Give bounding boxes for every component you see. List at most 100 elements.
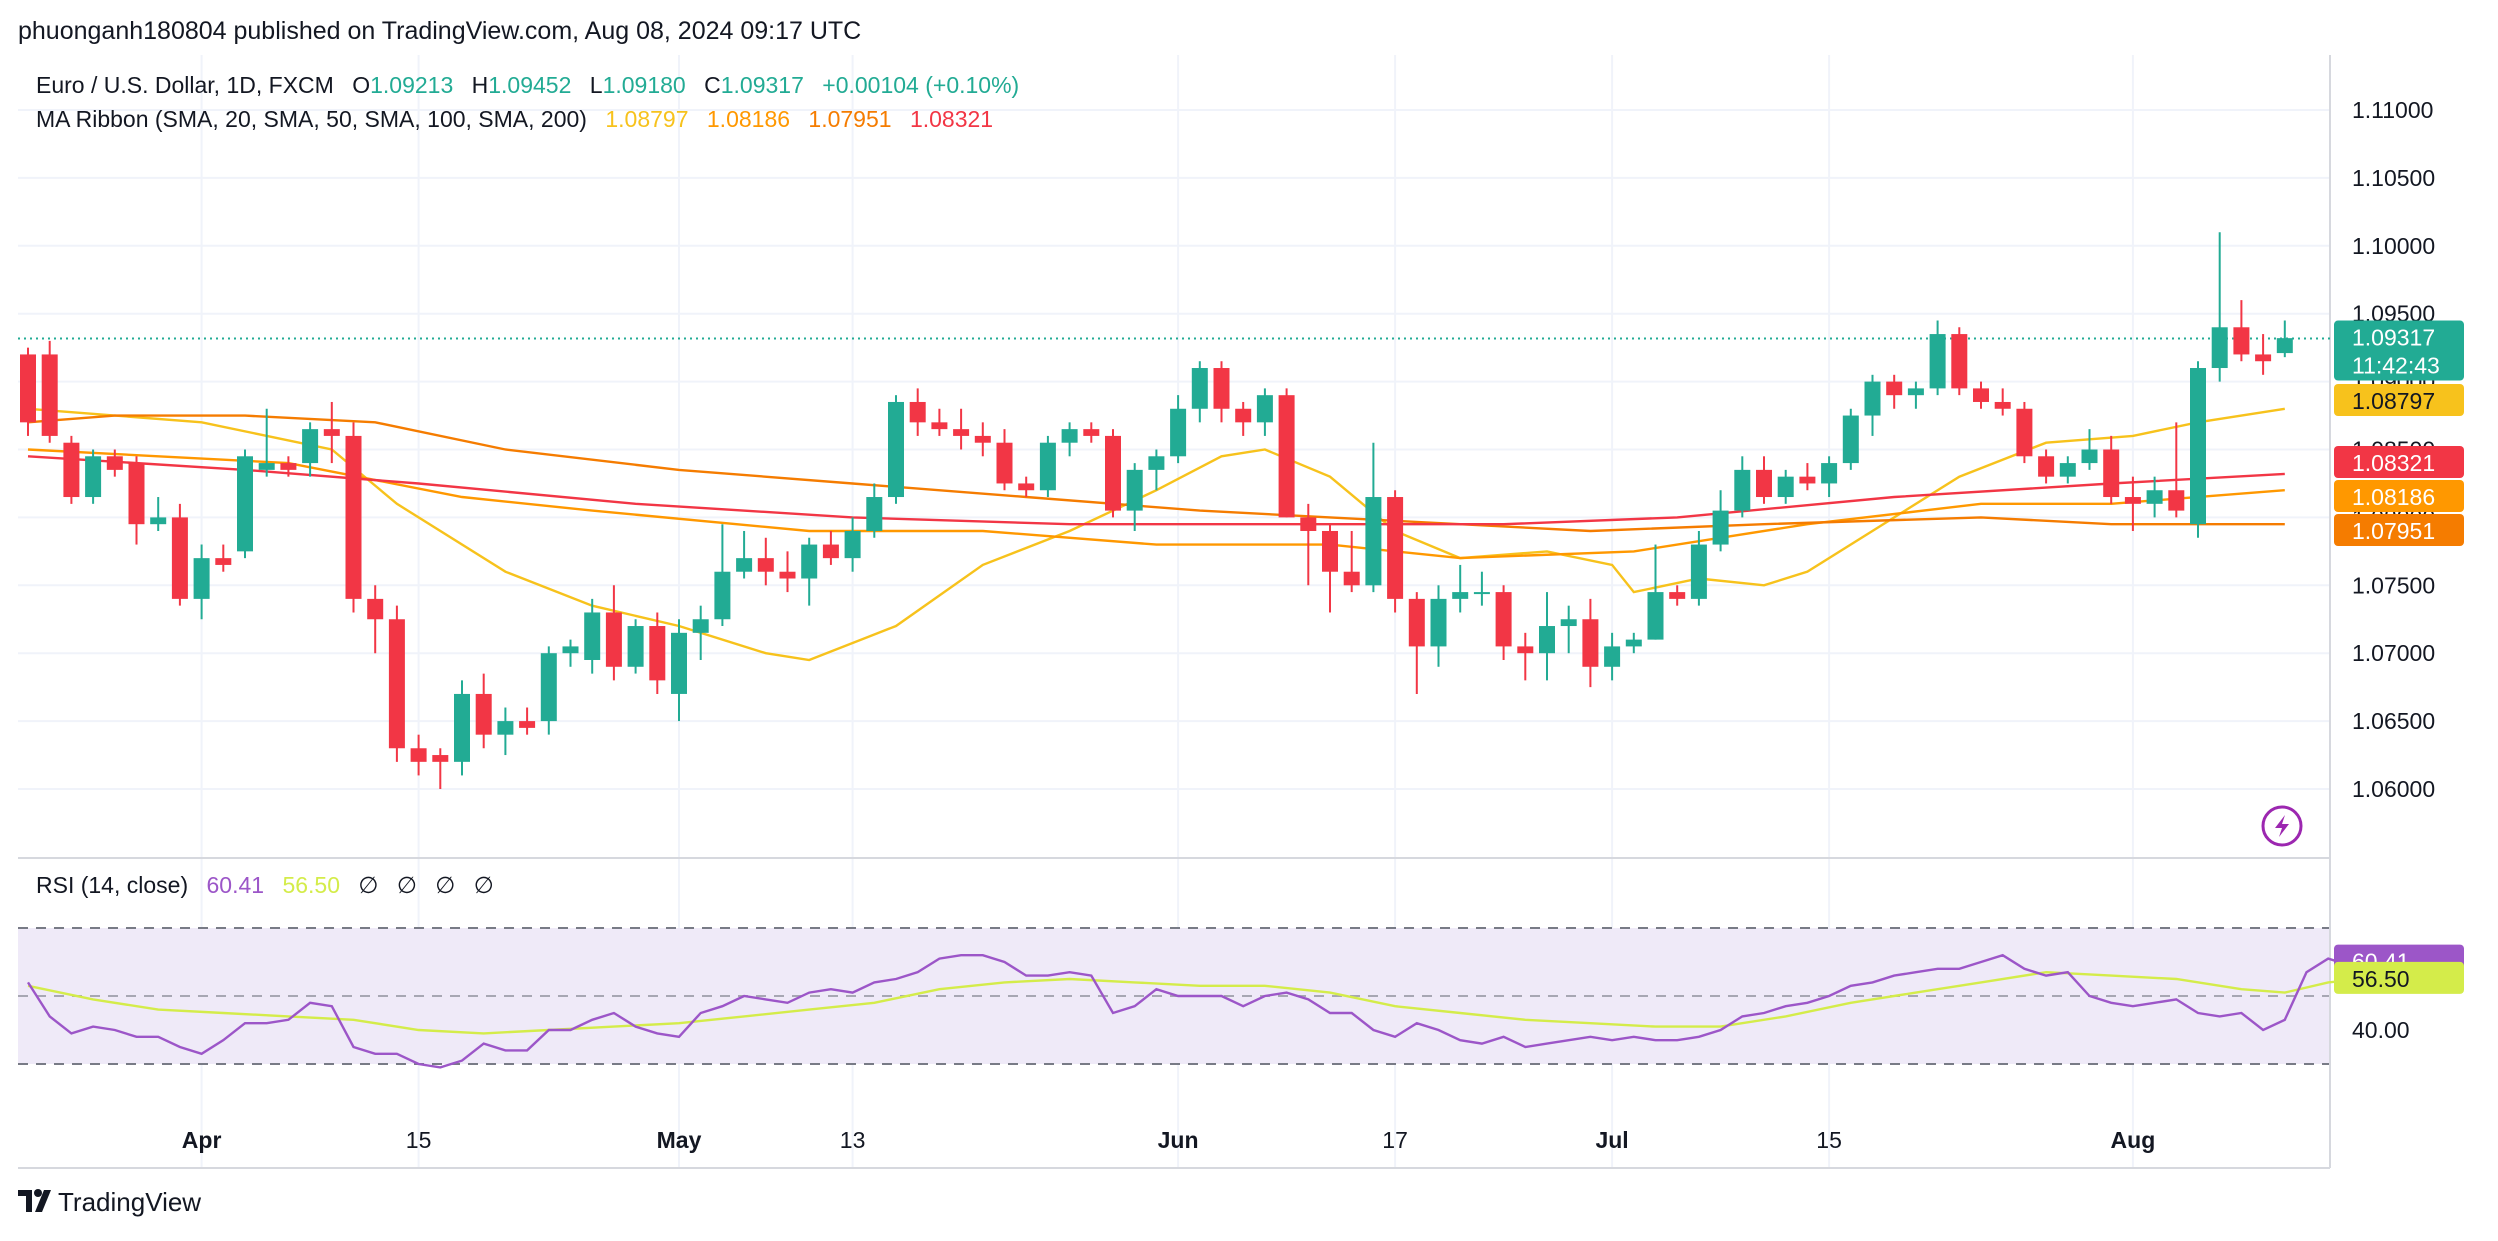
candle-body [63, 442, 80, 498]
candle-body [1994, 401, 2011, 409]
candle-body [1430, 598, 1447, 647]
candle-body [2016, 408, 2033, 457]
tradingview-logo[interactable] [18, 1189, 51, 1212]
candle-body [1061, 429, 1078, 443]
time-tick-label: 13 [840, 1127, 866, 1153]
rsi-ma-line [27, 970, 2394, 1035]
low-label: L [590, 72, 603, 98]
na-icon: ∅ [474, 872, 494, 898]
candle-body [1560, 619, 1577, 627]
candle-body [1517, 646, 1534, 654]
candle-body [497, 721, 514, 735]
candle-body [627, 626, 644, 667]
ma50-value: 1.08186 [707, 106, 790, 132]
candle-body [2255, 354, 2272, 362]
candle-body [1929, 334, 1946, 389]
price-tick-label: 1.10000 [2352, 233, 2435, 259]
candle-body [1582, 619, 1599, 667]
candle-body [1951, 334, 1968, 389]
candle-body [1690, 544, 1707, 599]
candle-body [2168, 490, 2185, 511]
candle-body [1452, 592, 1469, 599]
candle-body [20, 354, 36, 423]
footer-brand[interactable]: TradingView [58, 1187, 201, 1217]
candle-body [2103, 449, 2120, 498]
ma200-badge-text: 1.08321 [2352, 450, 2435, 476]
time-tick-label: 17 [1382, 1127, 1408, 1153]
open-label: O [352, 72, 370, 98]
candle-body [215, 558, 232, 565]
candle-body [1408, 598, 1425, 647]
price-tick-label: 1.07000 [2352, 640, 2435, 666]
candle-body [388, 619, 405, 749]
candle-body [367, 598, 384, 620]
candle-body [280, 463, 297, 470]
candle-body [953, 429, 970, 436]
candle-body [909, 401, 926, 423]
candle-body [302, 429, 319, 464]
candle-body [128, 463, 145, 525]
lightning-icon[interactable] [2261, 805, 2303, 847]
rsi-ma-badge-bg [2334, 961, 2464, 994]
candle-body [258, 463, 275, 470]
candle-body [106, 456, 123, 470]
candle-body [85, 456, 102, 498]
candle-body [584, 612, 601, 660]
change-value: +0.00104 (+0.10%) [822, 72, 1019, 98]
candle-body [2038, 456, 2055, 477]
candle-body [2059, 463, 2076, 477]
symbol-legend[interactable]: Euro / U.S. Dollar, 1D, FXCM O1.09213 H1… [36, 72, 1019, 98]
candle-body [1799, 476, 1816, 484]
candle-body [801, 544, 818, 579]
time-tick-label: Apr [182, 1127, 222, 1153]
ma200-line [27, 455, 2285, 526]
time-axis[interactable]: Apr 15 May 13 Jun 17 Jul 15 Aug [182, 1127, 2155, 1153]
candle-body [1105, 435, 1121, 511]
candle-body [171, 517, 188, 599]
candle-body [1039, 442, 1056, 491]
rsi-legend[interactable]: RSI (14, close) 60.41 56.50 ∅ ∅ ∅ ∅ [36, 872, 494, 898]
candle-body [475, 693, 492, 735]
candle-body [1322, 530, 1338, 572]
candle-body [41, 354, 58, 436]
candle-body [1821, 463, 1838, 484]
candle-body [345, 435, 362, 599]
candle-body [1148, 456, 1165, 470]
candle-body [671, 632, 687, 694]
candle-body [692, 619, 709, 633]
rsi-ma-value: 56.50 [282, 872, 340, 898]
publish-line: phuonganh180804 published on TradingView… [18, 17, 861, 45]
rsi-tick-label: 40.00 [2352, 1017, 2410, 1043]
symbol-title: Euro / U.S. Dollar, 1D, FXCM [36, 72, 334, 98]
candle-body [2081, 449, 2098, 464]
candlestick-series [20, 232, 2293, 789]
candle-body [1864, 381, 1881, 416]
candle-body [996, 442, 1013, 484]
high-value: 1.09452 [488, 72, 571, 98]
candle-body [2211, 327, 2228, 369]
candle-body [757, 558, 774, 572]
candle-body [779, 571, 796, 579]
candle-body [1365, 497, 1382, 586]
candle-body [1777, 476, 1794, 498]
price-tick-label: 1.06000 [2352, 776, 2435, 802]
ma-ribbon-legend[interactable]: MA Ribbon (SMA, 20, SMA, 50, SMA, 100, S… [36, 106, 993, 132]
ma50-badge-text: 1.08186 [2352, 484, 2435, 510]
candle-body [888, 401, 904, 498]
time-tick-label: 15 [406, 1127, 432, 1153]
ma-ribbon-label: MA Ribbon (SMA, 20, SMA, 50, SMA, 100, S… [36, 106, 587, 132]
ma100-badge-text: 1.07951 [2352, 518, 2435, 544]
rsi-series [26, 953, 2394, 1069]
candle-body [1973, 388, 1989, 402]
rsi-label: RSI (14, close) [36, 872, 188, 898]
candle-body [649, 626, 666, 681]
candle-body [1907, 388, 1924, 396]
rsi-value: 60.41 [207, 872, 265, 898]
candle-body [1604, 646, 1621, 667]
candle-body [714, 571, 731, 620]
price-tick-label: 1.06500 [2352, 708, 2435, 734]
candle-body [1842, 415, 1859, 464]
candle-body [1712, 510, 1729, 545]
